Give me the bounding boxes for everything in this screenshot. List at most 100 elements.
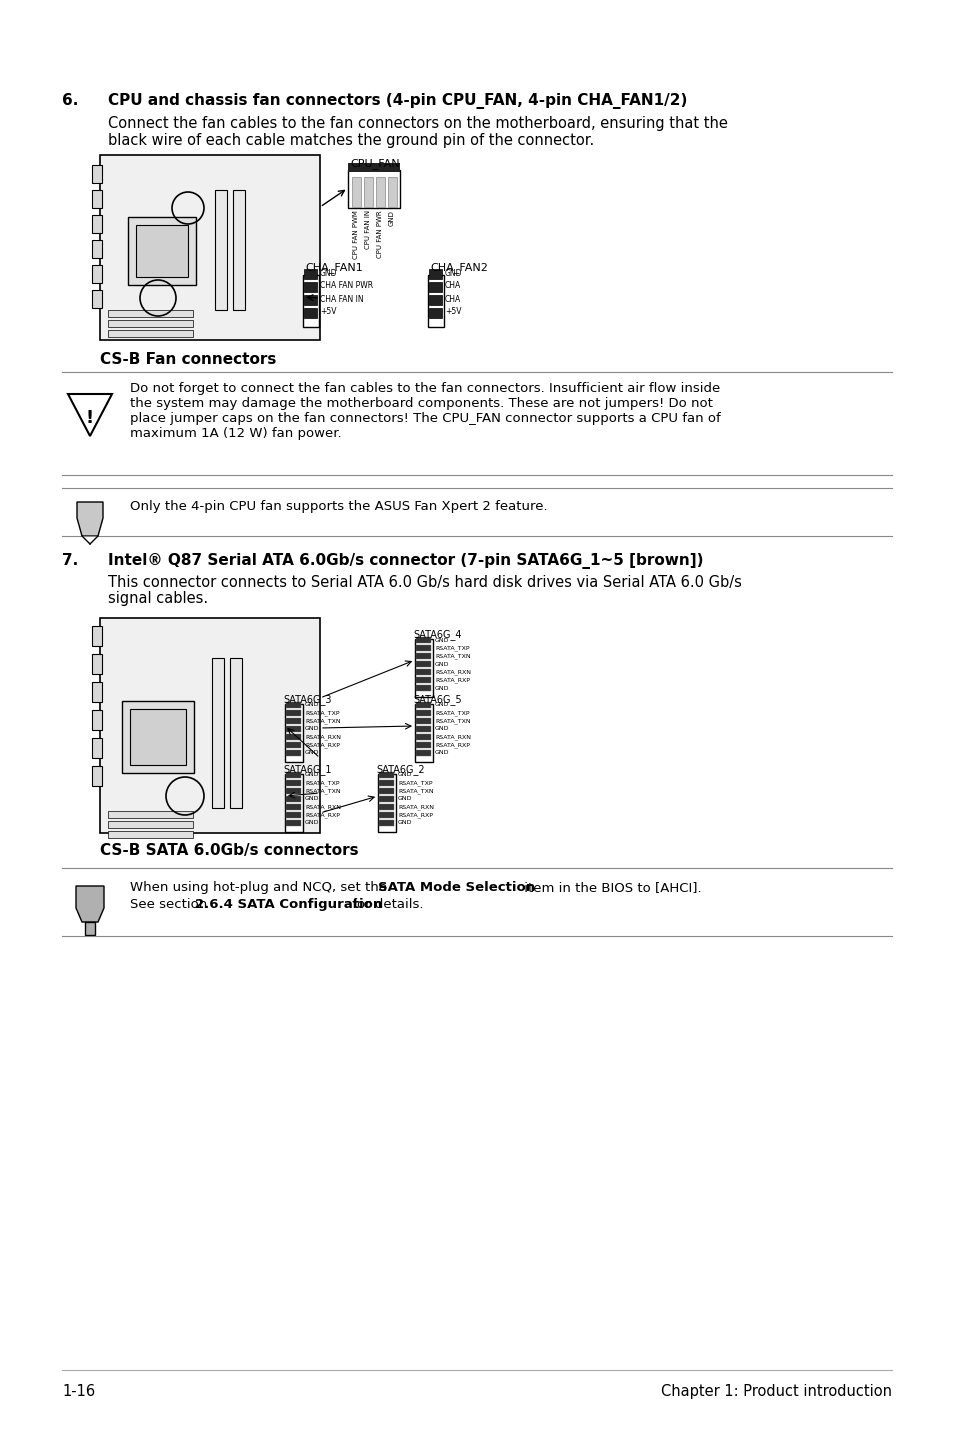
Text: Intel® Q87 Serial ATA 6.0Gb/s connector (7-pin SATA6G_1~5 [brown]): Intel® Q87 Serial ATA 6.0Gb/s connector … (108, 554, 702, 569)
Bar (214, 190, 227, 311)
Text: GND: GND (397, 772, 412, 778)
Text: GND: GND (305, 703, 319, 707)
Bar (91, 710, 102, 731)
Text: See section: See section (130, 897, 212, 912)
Bar (108, 329, 193, 336)
Text: 2.6.4 SATA Configuration: 2.6.4 SATA Configuration (194, 897, 382, 912)
Text: the system may damage the motherboard components. These are not jumpers! Do not: the system may damage the motherboard co… (130, 397, 712, 410)
Bar (91, 626, 102, 646)
Text: CPU and chassis fan connectors (4-pin CPU_FAN, 4-pin CHA_FAN1/2): CPU and chassis fan connectors (4-pin CP… (108, 93, 687, 109)
Text: This connector connects to Serial ATA 6.0 Gb/s hard disk drives via Serial ATA 6: This connector connects to Serial ATA 6.… (108, 575, 741, 590)
Text: Only the 4-pin CPU fan supports the ASUS Fan Xpert 2 feature.: Only the 4-pin CPU fan supports the ASUS… (130, 500, 547, 513)
Bar (136, 224, 188, 278)
Text: +5V: +5V (444, 308, 461, 316)
Text: GND: GND (435, 661, 449, 666)
Text: 6.: 6. (62, 93, 78, 108)
Text: RSATA_RXN: RSATA_RXN (305, 804, 340, 810)
Text: GND: GND (305, 821, 319, 825)
Bar (352, 177, 360, 207)
Text: RSATA_RXN: RSATA_RXN (435, 735, 471, 739)
Bar (304, 269, 316, 279)
Polygon shape (76, 886, 104, 922)
Bar (378, 804, 394, 810)
Text: CPU_FAN: CPU_FAN (350, 158, 399, 168)
Bar (286, 710, 301, 716)
Text: place jumper caps on the fan connectors! The CPU_FAN connector supports a CPU fa: place jumper caps on the fan connectors!… (130, 413, 720, 426)
Bar (286, 702, 301, 707)
Bar (286, 772, 301, 778)
Bar (108, 311, 193, 316)
Text: CPU FAN IN: CPU FAN IN (365, 210, 371, 249)
Bar (416, 669, 431, 674)
Bar (286, 804, 301, 810)
Bar (364, 177, 373, 207)
Bar (91, 682, 102, 702)
Text: RSATA_TXP: RSATA_TXP (397, 781, 432, 785)
Bar (416, 646, 431, 651)
Text: RSATA_RXP: RSATA_RXP (435, 677, 470, 683)
Text: +5V: +5V (319, 308, 336, 316)
Text: RSATA_TXN: RSATA_TXN (397, 788, 434, 794)
Text: SATA6G_2: SATA6G_2 (375, 764, 424, 775)
Text: CHA: CHA (444, 295, 460, 303)
Text: for details.: for details. (348, 897, 423, 912)
Bar (304, 308, 316, 318)
Bar (91, 165, 102, 183)
Text: !: ! (86, 408, 94, 427)
Bar (91, 216, 102, 233)
Bar (416, 718, 431, 723)
Bar (108, 821, 193, 828)
Bar (378, 812, 394, 818)
Text: maximum 1A (12 W) fan power.: maximum 1A (12 W) fan power. (130, 427, 341, 440)
Bar (429, 295, 441, 305)
Text: CHA FAN IN: CHA FAN IN (319, 295, 363, 303)
Text: SATA6G_4: SATA6G_4 (413, 628, 461, 640)
Bar (286, 718, 301, 723)
Text: RSATA_TXP: RSATA_TXP (435, 646, 469, 651)
Bar (388, 177, 396, 207)
Text: Do not forget to connect the fan cables to the fan connectors. Insufficient air : Do not forget to connect the fan cables … (130, 383, 720, 395)
Bar (100, 618, 319, 833)
Bar (416, 637, 431, 643)
Bar (428, 275, 443, 326)
Bar (348, 162, 399, 173)
Bar (416, 726, 431, 732)
Bar (378, 772, 394, 778)
Bar (303, 275, 318, 326)
Text: SATA6G_5: SATA6G_5 (413, 695, 461, 705)
Text: item in the BIOS to [AHCI].: item in the BIOS to [AHCI]. (519, 881, 700, 894)
Bar (416, 751, 431, 756)
Bar (108, 811, 193, 818)
Text: SATA6G_3: SATA6G_3 (283, 695, 331, 705)
Bar (91, 265, 102, 283)
Text: RSATA_TXN: RSATA_TXN (435, 718, 470, 723)
Text: GND: GND (397, 821, 412, 825)
Bar (429, 269, 441, 279)
Text: 7.: 7. (62, 554, 78, 568)
Text: GND: GND (435, 686, 449, 690)
Bar (348, 170, 399, 209)
Polygon shape (77, 502, 103, 536)
Polygon shape (85, 922, 95, 935)
Bar (100, 155, 319, 339)
Text: GND: GND (305, 797, 319, 801)
Text: GND: GND (444, 269, 462, 278)
Text: RSATA_RXP: RSATA_RXP (435, 742, 470, 748)
Text: GND: GND (305, 751, 319, 755)
Text: GND: GND (435, 726, 449, 732)
Text: GND: GND (305, 726, 319, 732)
Bar (415, 705, 433, 762)
Bar (286, 742, 301, 748)
Bar (286, 751, 301, 756)
Text: GND: GND (319, 269, 337, 278)
Bar (91, 654, 102, 674)
Bar (286, 797, 301, 802)
Bar (108, 831, 193, 838)
Text: SATA6G_1: SATA6G_1 (283, 764, 331, 775)
Bar (415, 638, 433, 697)
Bar (285, 774, 303, 833)
Text: CS-B Fan connectors: CS-B Fan connectors (100, 352, 276, 367)
Text: RSATA_RXP: RSATA_RXP (305, 812, 339, 818)
Text: CHA FAN PWR: CHA FAN PWR (319, 282, 373, 290)
Bar (91, 190, 102, 209)
